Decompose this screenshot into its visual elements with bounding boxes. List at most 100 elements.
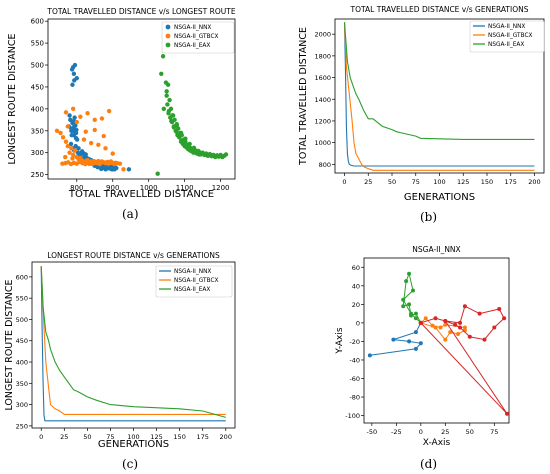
series-nsga-ii-gtbcx-point xyxy=(81,137,87,142)
series-route-1-node xyxy=(367,353,372,358)
y-axis-label: Y-Axis xyxy=(335,327,345,354)
plot-frame xyxy=(363,257,510,424)
series-route-4-line xyxy=(420,305,508,415)
y-tick-label: 300 xyxy=(16,401,28,409)
x-tick-label: 125 xyxy=(457,178,469,186)
y-tick-label: 40 xyxy=(352,282,360,290)
legend-label: NSGA-II_EAX xyxy=(174,287,210,293)
x-tick-label: 800 xyxy=(70,184,83,192)
x-tick-label: 0 xyxy=(39,433,43,441)
series-nsga-ii-eax-point xyxy=(223,152,229,157)
series-nsga-ii-nnx-point xyxy=(105,166,110,171)
x-tick-label: -25 xyxy=(391,428,402,436)
series-nsga-ii-gtbcx-point xyxy=(69,146,74,151)
x-axis-label: GENERATIONS xyxy=(98,439,169,450)
series-route-3-node xyxy=(456,332,461,337)
series-route-4-node xyxy=(433,316,438,321)
legend-label: NSGA-II_GTBCX xyxy=(174,34,219,40)
y-tick-label: -20 xyxy=(349,338,360,346)
y-tick-label: 600 xyxy=(16,273,28,281)
series-nsga-ii-gtbcx-point xyxy=(58,130,63,136)
y-tick-label: 60 xyxy=(352,264,360,272)
series-route-2-node xyxy=(409,311,414,316)
series-nsga-ii-nnx-point xyxy=(74,127,79,133)
y-tick-label: 500 xyxy=(31,62,44,70)
legend-box xyxy=(155,265,233,298)
x-axis-label: GENERATIONS xyxy=(404,192,475,203)
legend-swatch xyxy=(165,42,171,48)
series-nsga-ii-gtbcx-point xyxy=(110,151,115,156)
panel-label-c: (c) xyxy=(122,457,139,471)
x-tick-label: 50 xyxy=(466,428,474,436)
series-nsga-ii-eax-point xyxy=(169,118,174,124)
x-tick-label: 125 xyxy=(150,433,162,441)
series-nsga-ii-eax-point xyxy=(204,153,210,158)
series-nsga-ii-gtbcx-point xyxy=(70,156,75,161)
legend-label: NSGA-II_GTBCX xyxy=(174,278,219,284)
legend-label: NSGA-II_EAX xyxy=(488,42,524,48)
y-tick-label: -40 xyxy=(349,356,360,364)
series-nsga-ii-nnx-point xyxy=(112,167,117,172)
series-route-2-node xyxy=(401,304,406,309)
legend-label: NSGA-II_NNX xyxy=(488,24,525,30)
x-tick-label: 900 xyxy=(106,184,119,192)
y-tick-label: 400 xyxy=(31,105,44,113)
y-tick-label: -100 xyxy=(345,412,360,420)
series-nsga-ii-eax-point xyxy=(167,97,172,103)
series-nsga-ii-gtbcx-point xyxy=(99,116,105,121)
series-nsga-ii-gtbcx-point xyxy=(65,124,70,129)
x-tick-label: 25 xyxy=(364,178,372,186)
series-route-3-node xyxy=(443,337,448,342)
chart-1: TOTAL TRAVELLED DISTANCE v/s LONGEST ROU… xyxy=(7,7,236,200)
series-nsga-ii-nnx-point xyxy=(69,128,74,133)
series-route-4-node xyxy=(458,320,463,325)
series-route-2-node xyxy=(401,297,406,302)
series-nsga-ii-nnx-point xyxy=(72,78,77,83)
x-tick-label: 1000 xyxy=(140,184,158,192)
y-tick-label: 1000 xyxy=(314,139,331,147)
x-axis-label: TOTAL TRAVELLED DISTANCE xyxy=(68,189,214,200)
y-tick-label: 800 xyxy=(319,161,331,169)
series-nsga-ii-eax-point xyxy=(183,136,188,141)
series-route-3-node xyxy=(443,322,448,327)
series-nsga-ii-eax-point xyxy=(174,129,179,134)
series-nsga-ii-gtbcx-point xyxy=(88,140,94,146)
series-nsga-ii-nnx-point xyxy=(69,67,75,72)
y-tick-label: 550 xyxy=(16,295,28,303)
series-route-1-node xyxy=(413,330,418,335)
x-tick-label: 50 xyxy=(83,433,91,441)
series-route-4-node xyxy=(443,319,448,324)
series-nsga-ii-nnx-point xyxy=(72,62,78,68)
series-route-4-node xyxy=(467,334,472,339)
x-tick-label: 200 xyxy=(220,433,232,441)
y-tick-label: 250 xyxy=(31,171,44,179)
series-nsga-ii-nnx-point xyxy=(68,141,74,147)
series-route-4-node xyxy=(418,320,423,325)
series-nsga-ii-gtbcx-point xyxy=(70,106,76,112)
legend: NSGA-II_NNX NSGA-II_GTBCX NSGA-II_EAX xyxy=(161,21,235,54)
series-nsga-ii-eax-point xyxy=(166,108,172,114)
y-tick-label: -60 xyxy=(349,375,360,383)
series-route-2-node xyxy=(410,288,415,293)
series-route-3-node xyxy=(433,325,438,330)
series-nsga-ii-gtbcx-point xyxy=(106,108,112,114)
series-nsga-ii-eax-line xyxy=(40,266,226,418)
legend-box xyxy=(469,20,545,53)
series-route-4-node xyxy=(453,322,458,327)
series-route-1-node xyxy=(413,346,418,351)
legend-box xyxy=(161,21,235,54)
y-axis-label: LONGEST ROUTE DISTANCE xyxy=(4,279,15,410)
y-axis-label: LONGEST ROUTE DISTANCE xyxy=(7,33,18,164)
series-nsga-ii-nnx-point xyxy=(83,152,88,157)
series-route-2-node xyxy=(413,311,418,316)
series-route-4-node xyxy=(505,411,509,416)
series-nsga-ii-nnx-point xyxy=(79,149,85,154)
series-nsga-ii-gtbcx-point xyxy=(113,160,118,165)
x-tick-label: 25 xyxy=(441,428,449,436)
series-nsga-ii-gtbcx-point xyxy=(92,127,97,133)
series-nsga-ii-gtbcx-point xyxy=(92,117,97,123)
series-nsga-ii-eax-point xyxy=(170,113,175,118)
series-route-4-node xyxy=(482,337,487,342)
data-layer xyxy=(40,266,226,422)
